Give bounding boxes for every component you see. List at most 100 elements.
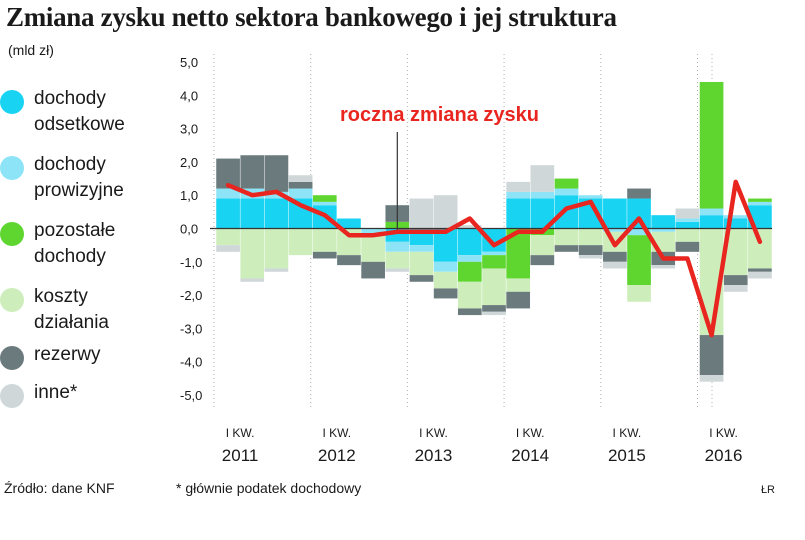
- bar-segment: [578, 245, 603, 256]
- bar-segment: [603, 251, 627, 262]
- y-tick-label: 0,0: [180, 222, 198, 237]
- bar-segment: [240, 198, 265, 229]
- bank-profit-chart: 5,0 4,0 3,0 2,0 1,0 0,0 -1,0 -2,0 -3,0 -4,0 -5,0 ro…: [180, 54, 772, 465]
- x-quarter-label: I KW.: [613, 426, 642, 440]
- bar-segment: [288, 175, 313, 182]
- bar-segment: [433, 228, 458, 262]
- y-tick-label: -2,0: [180, 288, 202, 303]
- annual-change-line: [225, 179, 763, 338]
- bar-segment: [627, 188, 651, 199]
- bar-segment: [603, 261, 627, 269]
- bar-segment: [433, 261, 458, 272]
- bar-segment: [361, 261, 385, 279]
- bar-segment: [288, 228, 313, 256]
- y-tick-label: 3,0: [180, 122, 198, 137]
- bar-segment: [627, 235, 651, 286]
- legend-label-rezerwy: rezerwy: [34, 344, 101, 365]
- legend-swatch-dochody-prowizyjne: [0, 156, 24, 180]
- legend-swatch-inne: [0, 384, 24, 408]
- bar-segment: [699, 335, 724, 376]
- bar-segment: [627, 228, 651, 236]
- bar-segment: [530, 198, 555, 229]
- bar-segment: [482, 228, 506, 252]
- legend-item-dochody-odsetkowe: dochody odsetkowe: [0, 86, 125, 138]
- bar-segment: [578, 255, 603, 259]
- bar-segment: [530, 165, 555, 192]
- legend-item-rezerwy: rezerwy: [0, 342, 101, 370]
- bar-segment: [675, 228, 700, 242]
- x-year-label: 2011: [222, 446, 259, 465]
- legend-label-dochody-odsetkowe: dochody odsetkowe: [34, 88, 125, 135]
- bar-segment: [723, 215, 748, 219]
- bar-segment: [530, 235, 555, 256]
- bar-segment: [651, 228, 676, 232]
- bar-segment: [312, 228, 337, 252]
- y-tick-label: -3,0: [180, 321, 202, 336]
- bar-segment: [264, 228, 289, 269]
- bar-segment: [409, 198, 434, 229]
- bar-segment: [264, 155, 289, 192]
- bar-segment: [506, 278, 531, 292]
- bar-segment: [506, 181, 531, 192]
- legend-label-inne: inne*: [34, 382, 78, 403]
- bar-segment: [627, 198, 651, 229]
- y-tick-label: 2,0: [180, 155, 198, 170]
- x-quarter-label: I KW.: [226, 426, 255, 440]
- bar-segment: [216, 228, 240, 246]
- bar-segment: [578, 198, 603, 229]
- line-annotation: roczna zmiana zysku: [340, 104, 539, 126]
- legend-item-dochody-prowizyjne: dochody prowizyjne: [0, 152, 124, 204]
- bar-segment: [409, 251, 434, 276]
- bar-segment: [264, 198, 289, 229]
- bar-segment: [578, 228, 603, 246]
- bar-segment: [216, 198, 240, 229]
- bar-segment: [699, 375, 724, 382]
- legend-swatch-rezerwy: [0, 346, 24, 370]
- bar-segment: [361, 228, 385, 236]
- bar-segment: [651, 215, 676, 229]
- bar-segment: [288, 188, 313, 199]
- bar-segment: [748, 201, 772, 206]
- bar-segment: [457, 261, 482, 282]
- x-year-label: 2012: [318, 446, 356, 465]
- legend-label-dochody-prowizyjne: dochody prowizyjne: [34, 154, 124, 201]
- bar-segment: [675, 241, 700, 252]
- bar-segment: [240, 228, 265, 279]
- bar-segment: [723, 218, 748, 229]
- x-quarter-label: I KW.: [516, 426, 545, 440]
- bar-segment: [385, 241, 410, 252]
- legend-item-koszty-dzialania: koszty działania: [0, 284, 109, 336]
- x-year-label: 2014: [511, 446, 549, 465]
- bar-segment: [554, 245, 579, 252]
- chart-title: Zmiana zysku netto sektora bankowego i j…: [6, 2, 617, 32]
- bar-segment: [312, 201, 337, 206]
- bar-segment: [723, 275, 748, 286]
- bar-segment: [457, 225, 482, 229]
- bar-segment: [482, 305, 506, 312]
- bar-segment: [482, 251, 506, 256]
- bar-segment: [748, 271, 772, 279]
- y-tick-label: 4,0: [180, 88, 198, 103]
- bar-segment: [385, 268, 410, 272]
- bar-segment: [748, 198, 772, 202]
- bar-segment: [530, 191, 555, 199]
- bar-segment: [554, 178, 579, 189]
- bar-segment: [216, 188, 240, 199]
- x-quarter-label: I KW.: [709, 426, 738, 440]
- legend-label-pozostale-dochody: pozostałe dochody: [34, 220, 116, 267]
- source-note: Źródło: dane KNF: [4, 480, 115, 496]
- bar-segment: [433, 195, 458, 229]
- x-year-label: 2013: [415, 446, 453, 465]
- bar-segment: [216, 158, 240, 189]
- bar-segment: [409, 245, 434, 252]
- y-tick-label: -5,0: [180, 388, 202, 403]
- bar-segment: [699, 215, 724, 229]
- bar-segment: [385, 251, 410, 269]
- bar-segment: [288, 181, 313, 189]
- bar-segment: [457, 308, 482, 316]
- y-tick-label: 5,0: [180, 55, 198, 70]
- bar-segment: [506, 228, 531, 279]
- bar-segment: [675, 221, 700, 229]
- bar-segment: [530, 255, 555, 266]
- bar-segment: [337, 255, 361, 266]
